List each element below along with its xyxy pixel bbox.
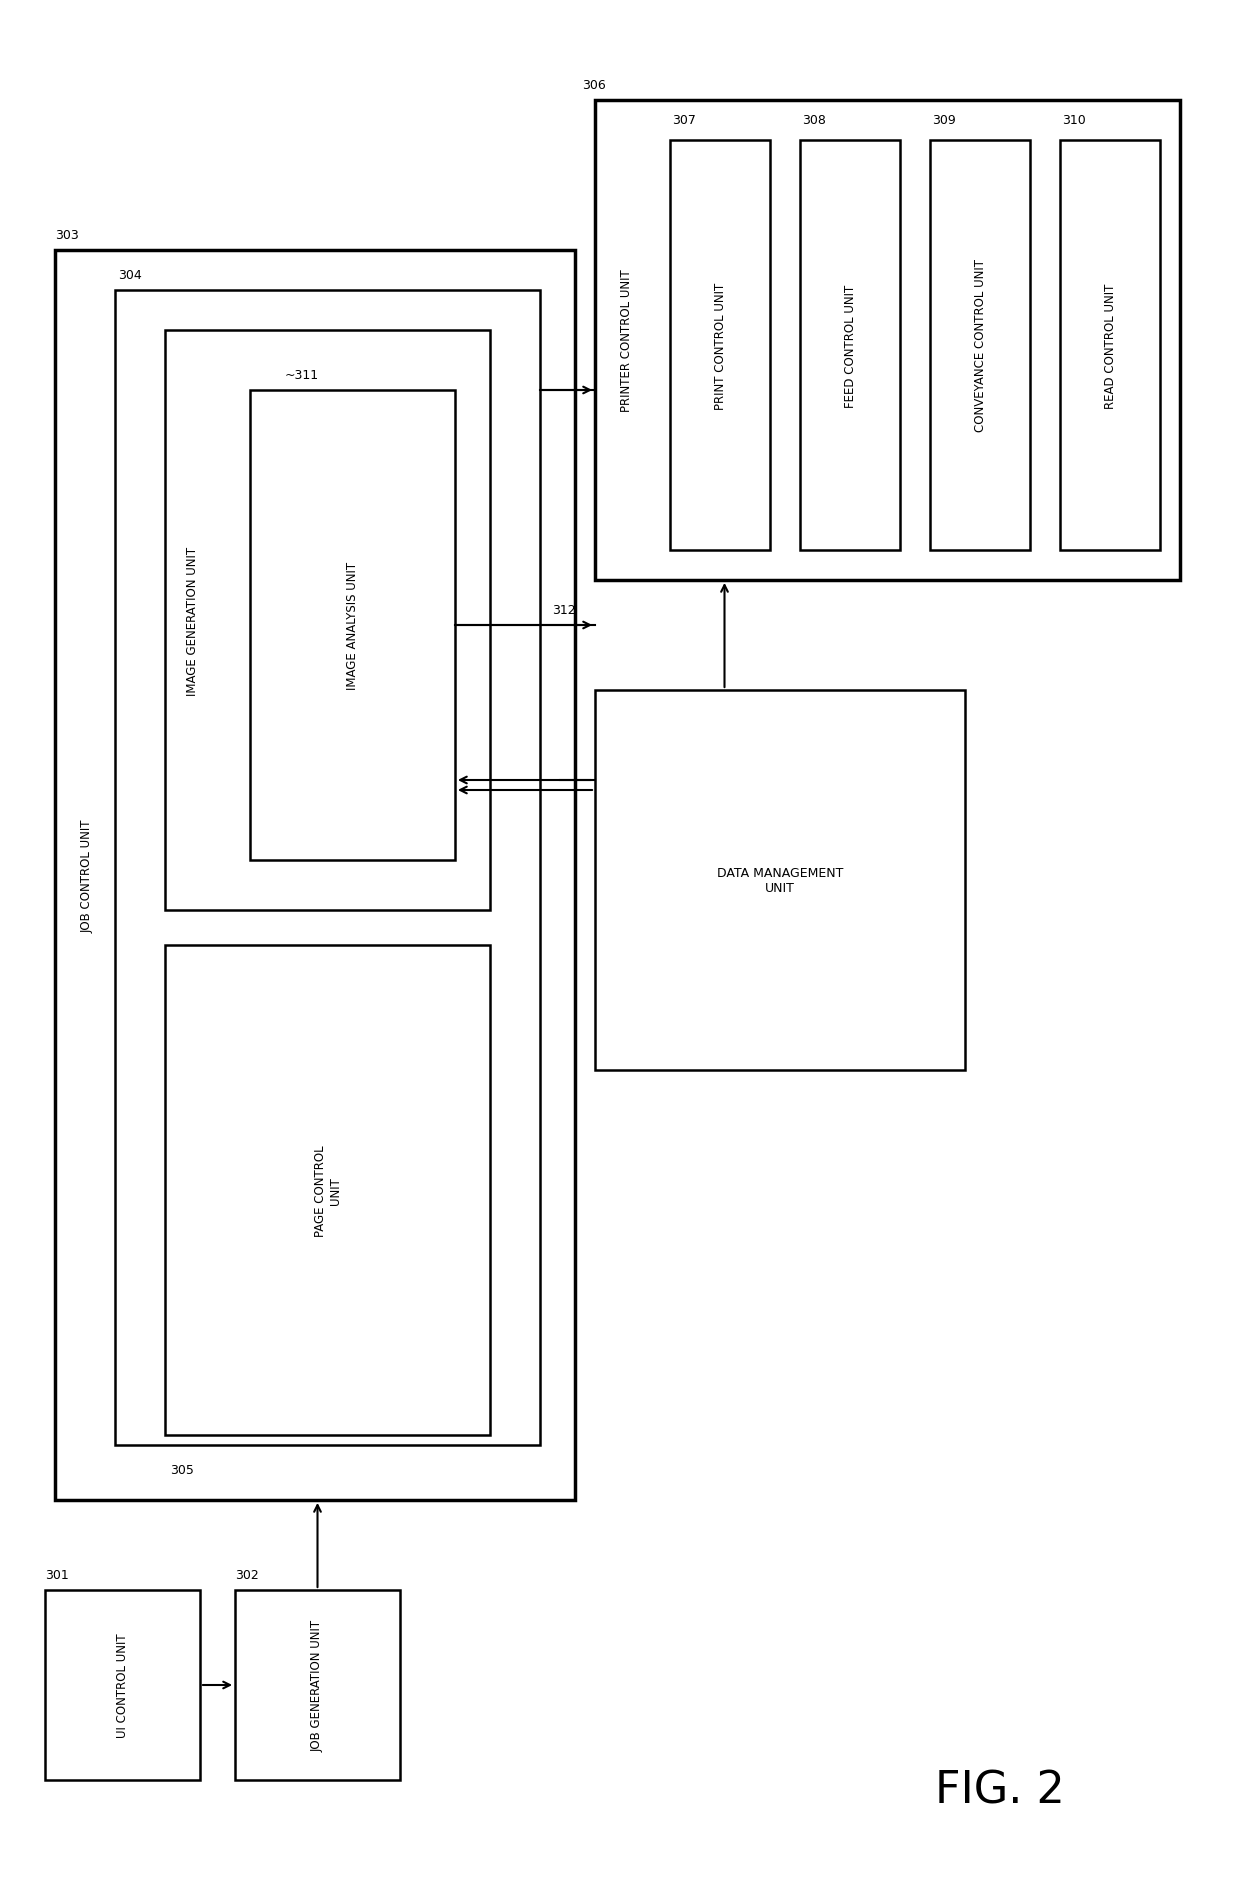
Text: 308: 308 bbox=[802, 115, 826, 128]
Text: 301: 301 bbox=[45, 1568, 68, 1581]
Text: 309: 309 bbox=[932, 115, 956, 128]
Text: IMAGE GENERATION UNIT: IMAGE GENERATION UNIT bbox=[186, 547, 200, 696]
Bar bbox=[800, 141, 900, 551]
Text: PRINTER CONTROL UNIT: PRINTER CONTROL UNIT bbox=[620, 269, 634, 412]
Text: READ CONTROL UNIT: READ CONTROL UNIT bbox=[1104, 284, 1116, 408]
Text: JOB GENERATION UNIT: JOB GENERATION UNIT bbox=[311, 1619, 324, 1750]
Text: FIG. 2: FIG. 2 bbox=[935, 1769, 1065, 1812]
Bar bbox=[670, 141, 770, 551]
Text: 303: 303 bbox=[55, 229, 79, 243]
Text: DATA MANAGEMENT
UNIT: DATA MANAGEMENT UNIT bbox=[717, 867, 843, 895]
Text: 310: 310 bbox=[1061, 115, 1086, 128]
Text: FEED CONTROL UNIT: FEED CONTROL UNIT bbox=[843, 284, 857, 408]
Text: IMAGE ANALYSIS UNIT: IMAGE ANALYSIS UNIT bbox=[346, 562, 360, 690]
Text: 306: 306 bbox=[582, 79, 606, 92]
Bar bbox=[595, 102, 1180, 581]
Text: 302: 302 bbox=[236, 1568, 259, 1581]
Text: UI CONTROL UNIT: UI CONTROL UNIT bbox=[117, 1634, 129, 1737]
Text: PAGE CONTROL
UNIT: PAGE CONTROL UNIT bbox=[314, 1145, 341, 1237]
Bar bbox=[236, 1590, 401, 1780]
Bar bbox=[930, 141, 1030, 551]
Bar bbox=[1060, 141, 1159, 551]
Text: ~311: ~311 bbox=[285, 368, 319, 382]
Bar bbox=[45, 1590, 200, 1780]
Bar bbox=[55, 250, 575, 1500]
Text: JOB CONTROL UNIT: JOB CONTROL UNIT bbox=[81, 820, 93, 932]
Bar bbox=[165, 331, 490, 910]
Text: 304: 304 bbox=[118, 269, 141, 282]
Text: 307: 307 bbox=[672, 115, 696, 128]
Text: PRINT CONTROL UNIT: PRINT CONTROL UNIT bbox=[713, 282, 727, 410]
Text: 305: 305 bbox=[170, 1465, 193, 1476]
Text: 312: 312 bbox=[552, 603, 575, 617]
Bar bbox=[165, 946, 490, 1434]
Bar bbox=[595, 690, 965, 1070]
Bar bbox=[115, 291, 539, 1446]
Bar bbox=[250, 391, 455, 861]
Text: CONVEYANCE CONTROL UNIT: CONVEYANCE CONTROL UNIT bbox=[973, 259, 987, 432]
